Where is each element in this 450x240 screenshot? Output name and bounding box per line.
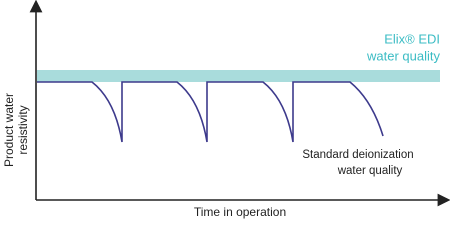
edi-band: [37, 70, 440, 82]
resistivity-curve: [37, 81, 384, 143]
y-axis-label: resistivity: [16, 105, 30, 154]
standard-label: water quality: [337, 165, 403, 177]
edi-label: Elix® EDI: [384, 31, 440, 46]
standard-label: Standard deionization: [302, 149, 413, 161]
y-axis-label: Product water: [2, 93, 16, 167]
edi-label: water quality: [366, 48, 440, 63]
diagram: Elix® EDI water quality Standard deioniz…: [2, 0, 450, 219]
x-axis-label: Time in operation: [194, 205, 286, 219]
